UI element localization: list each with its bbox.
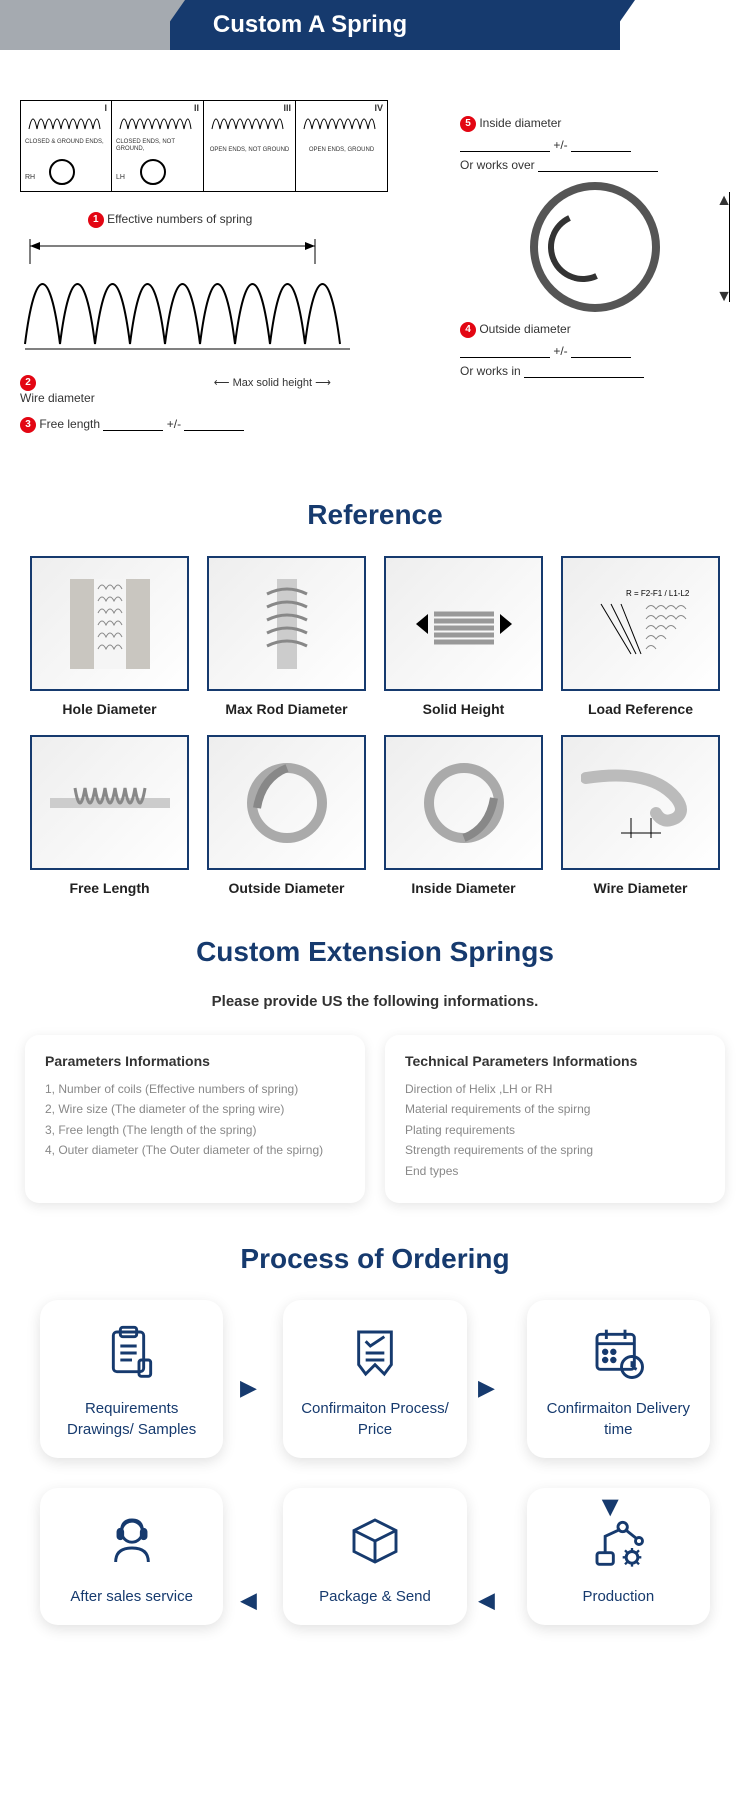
info-cards-row: Parameters Informations 1, Number of coi… <box>0 1035 750 1203</box>
effective-numbers-label: 1 Effective numbers of spring <box>70 212 270 228</box>
reference-grid: Hole Diameter Max Rod Diameter Solid Hei… <box>0 556 750 896</box>
requirements-icon <box>101 1322 163 1384</box>
process-step-6: After sales service <box>40 1488 223 1625</box>
spring-type-1: I CLOSED & GROUND ENDS, RH <box>20 100 112 192</box>
page-banner: Custom A Spring <box>0 0 750 50</box>
badge-1: 1 <box>88 212 104 228</box>
spring-icon <box>302 107 377 131</box>
max-solid-label: ⟵ Max solid height ⟶ <box>125 375 420 405</box>
spring-icon <box>118 107 193 131</box>
ref-card: Free Length <box>30 735 189 896</box>
param-list: 1, Number of coils (Effective numbers of… <box>45 1079 345 1161</box>
ref-card: Max Rod Diameter <box>207 556 366 717</box>
package-icon <box>344 1510 406 1572</box>
svg-text:R = F2-F1 / L1-L2: R = F2-F1 / L1-L2 <box>626 589 690 598</box>
arrow-icon: ▶ <box>478 1590 495 1616</box>
param-info-card: Parameters Informations 1, Number of coi… <box>25 1035 365 1203</box>
spring-types-row: I CLOSED & GROUND ENDS, RH II CLOSED END… <box>20 100 420 192</box>
custom-ext-title: Custom Extension Springs <box>0 936 750 968</box>
reference-title: Reference <box>0 499 750 531</box>
badge-2: 2 <box>20 375 36 391</box>
circle-cross-section: ▲ ▼ <box>460 182 730 312</box>
ref-image-wire <box>561 735 720 870</box>
spring-icon <box>27 107 102 131</box>
outside-diameter-label: 4 Outside diameter <box>460 322 730 338</box>
support-icon <box>101 1510 163 1572</box>
spring-type-3: III OPEN ENDS, NOT GROUND <box>204 100 296 192</box>
ref-image-hole <box>30 556 189 691</box>
tech-list: Direction of Helix ,LH or RH Material re… <box>405 1079 705 1181</box>
spring-type-4: IV OPEN ENDS, GROUND <box>296 100 388 192</box>
ref-card: Hole Diameter <box>30 556 189 717</box>
process-grid: Requirements Drawings/ Samples Confirmai… <box>0 1300 750 1665</box>
inside-diameter-label: 5 Inside diameter <box>460 116 730 132</box>
ref-image-solid <box>384 556 543 691</box>
arrow-icon: ▶ <box>240 1375 257 1401</box>
calendar-clock-icon <box>587 1322 649 1384</box>
ref-image-id <box>384 735 543 870</box>
arrow-icon: ▶ <box>599 1499 625 1516</box>
ref-card: Wire Diameter <box>561 735 720 896</box>
arrow-icon: ▶ <box>478 1375 495 1401</box>
badge-4: 4 <box>460 322 476 338</box>
custom-ext-subtitle: Please provide US the following informat… <box>0 993 750 1010</box>
ref-image-load: R = F2-F1 / L1-L2 <box>561 556 720 691</box>
ref-card: Inside Diameter <box>384 735 543 896</box>
process-step-2: Confirmaiton Process/ Price <box>283 1300 466 1458</box>
ref-image-freelen <box>30 735 189 870</box>
badge-5: 5 <box>460 116 476 132</box>
badge-3: 3 <box>20 417 36 433</box>
process-title: Process of Ordering <box>0 1243 750 1275</box>
process-step-3: Confirmaiton Delivery time <box>527 1300 710 1458</box>
arrow-icon: ▶ <box>240 1590 257 1616</box>
ref-image-od <box>207 735 366 870</box>
free-length-label: 3 Free length +/- <box>20 417 420 433</box>
process-step-1: Requirements Drawings/ Samples <box>40 1300 223 1458</box>
right-diagram: 5 Inside diameter +/- Or works over ▲ ▼ … <box>460 100 730 439</box>
big-spring-drawing <box>20 234 420 369</box>
ref-card: Solid Height <box>384 556 543 717</box>
ref-card: Outside Diameter <box>207 735 366 896</box>
spring-diagram-section: I CLOSED & GROUND ENDS, RH II CLOSED END… <box>0 80 750 459</box>
ref-card: R = F2-F1 / L1-L2Load Reference <box>561 556 720 717</box>
ref-image-rod <box>207 556 366 691</box>
left-diagram: I CLOSED & GROUND ENDS, RH II CLOSED END… <box>20 100 420 439</box>
production-icon <box>587 1510 649 1572</box>
wire-diameter-label: 2 Wire diameter <box>20 375 95 405</box>
end-view-icon <box>49 159 75 185</box>
tech-info-card: Technical Parameters Informations Direct… <box>385 1035 725 1203</box>
process-step-5: Package & Send <box>283 1488 466 1625</box>
spring-type-2: II CLOSED ENDS, NOT GROUND, LH <box>112 100 204 192</box>
spring-icon <box>210 107 285 131</box>
page-title: Custom A Spring <box>0 0 620 50</box>
end-view-icon <box>140 159 166 185</box>
confirm-price-icon <box>344 1322 406 1384</box>
